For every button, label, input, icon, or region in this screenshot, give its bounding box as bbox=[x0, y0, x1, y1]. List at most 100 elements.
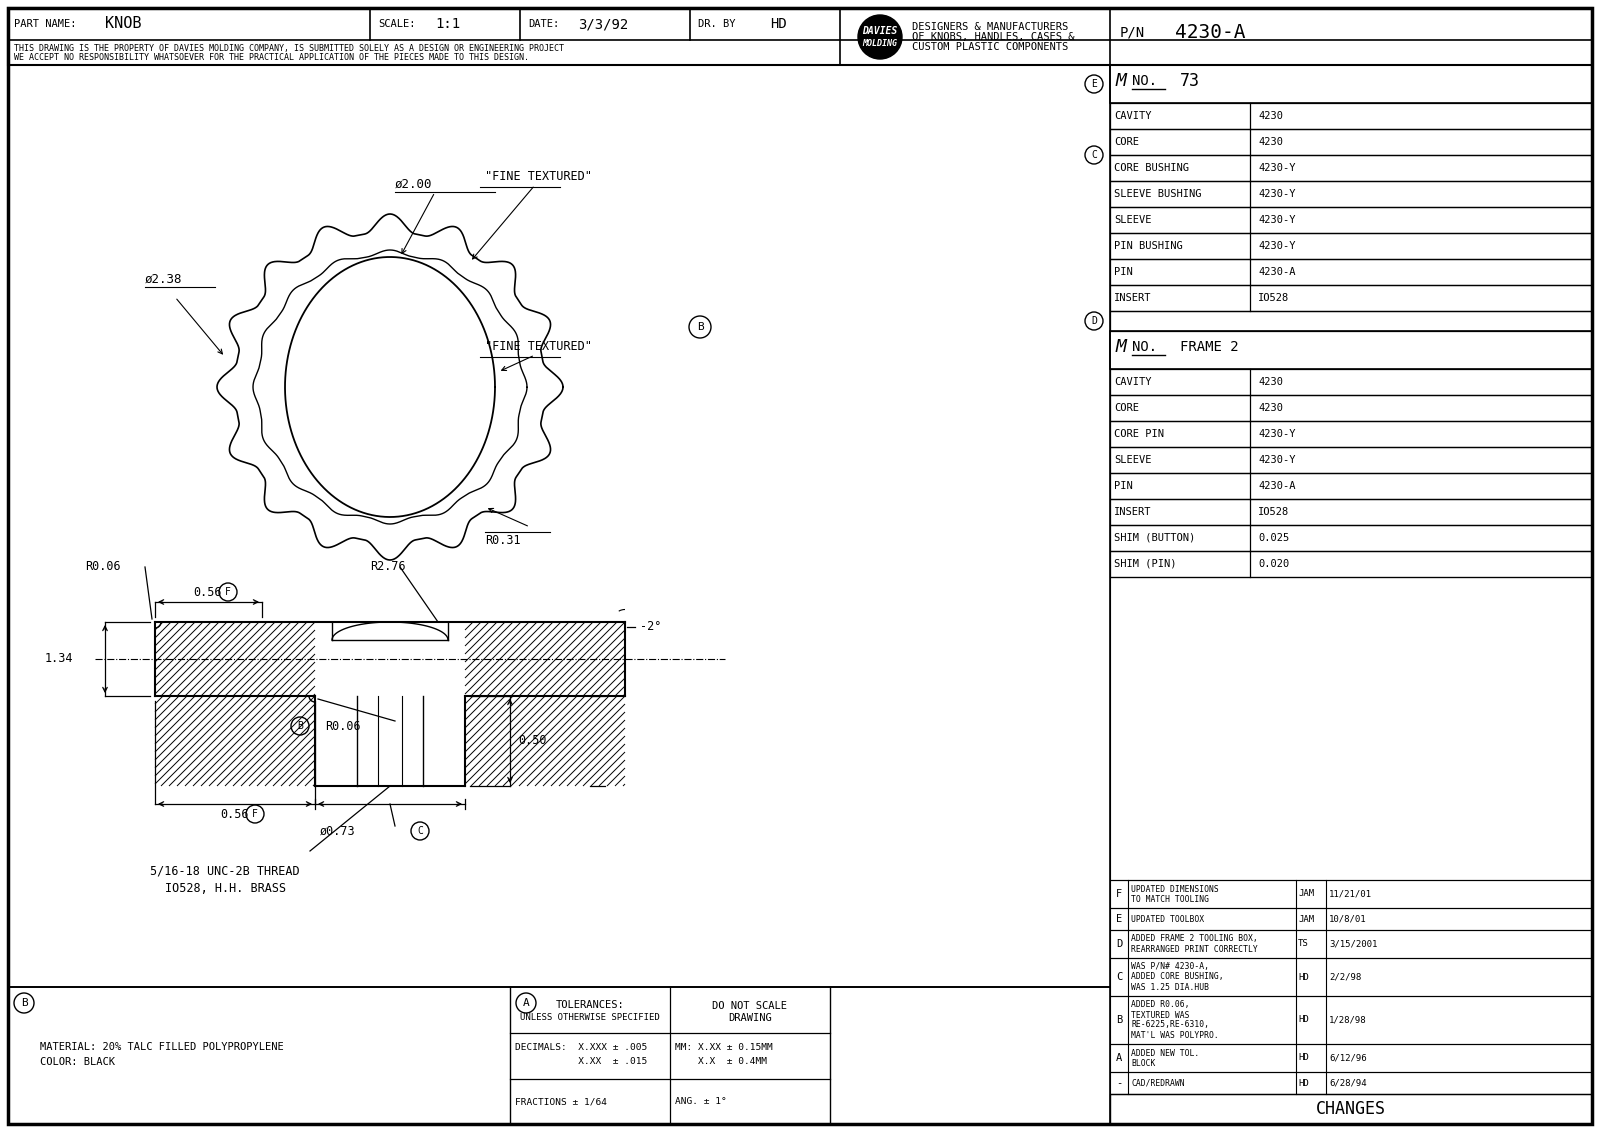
Text: CHANGES: CHANGES bbox=[1315, 1100, 1386, 1118]
Text: 4230: 4230 bbox=[1258, 137, 1283, 147]
Text: INSERT: INSERT bbox=[1114, 507, 1152, 517]
Text: DRAWING: DRAWING bbox=[728, 1013, 771, 1023]
Text: 3/3/92: 3/3/92 bbox=[578, 17, 629, 31]
Bar bbox=[1110, 421, 1592, 447]
Text: 73: 73 bbox=[1181, 72, 1200, 91]
Text: R0.06: R0.06 bbox=[85, 560, 120, 574]
Text: -: - bbox=[1115, 1078, 1122, 1088]
Bar bbox=[1110, 207, 1592, 233]
Text: SCALE:: SCALE: bbox=[378, 19, 416, 29]
Text: BLOCK: BLOCK bbox=[1131, 1058, 1155, 1067]
Text: HD: HD bbox=[770, 17, 787, 31]
Text: SHIM (BUTTON): SHIM (BUTTON) bbox=[1114, 533, 1195, 543]
Bar bbox=[1110, 65, 1592, 103]
Text: UPDATED DIMENSIONS: UPDATED DIMENSIONS bbox=[1131, 884, 1219, 893]
Text: CORE: CORE bbox=[1114, 403, 1139, 413]
Text: 4230-Y: 4230-Y bbox=[1258, 429, 1296, 439]
Bar bbox=[1110, 958, 1592, 996]
Text: R0.06: R0.06 bbox=[325, 720, 360, 732]
Text: X.X  ± 0.4MM: X.X ± 0.4MM bbox=[675, 1057, 766, 1066]
Text: FRAME 2: FRAME 2 bbox=[1181, 340, 1238, 354]
Text: ø2.00: ø2.00 bbox=[395, 178, 432, 190]
Bar bbox=[1110, 931, 1592, 958]
Text: CUSTOM PLASTIC COMPONENTS: CUSTOM PLASTIC COMPONENTS bbox=[912, 42, 1069, 52]
Text: 11/21/01: 11/21/01 bbox=[1330, 890, 1373, 899]
Text: 1.34: 1.34 bbox=[45, 652, 74, 666]
Text: R0.31: R0.31 bbox=[485, 533, 520, 547]
Text: DAVIES: DAVIES bbox=[862, 26, 898, 36]
Text: WE ACCEPT NO RESPONSIBILITY WHATSOEVER FOR THE PRACTICAL APPLICATION OF THE PIEC: WE ACCEPT NO RESPONSIBILITY WHATSOEVER F… bbox=[14, 53, 530, 62]
Text: CORE PIN: CORE PIN bbox=[1114, 429, 1165, 439]
Bar bbox=[8, 65, 1110, 987]
Bar bbox=[1110, 1072, 1592, 1094]
Text: "FINE TEXTURED": "FINE TEXTURED" bbox=[485, 341, 592, 353]
Circle shape bbox=[858, 15, 902, 59]
Text: INSERT: INSERT bbox=[1114, 293, 1152, 303]
Bar bbox=[1110, 103, 1592, 129]
Bar bbox=[8, 987, 1110, 1124]
Text: DATE:: DATE: bbox=[528, 19, 560, 29]
Bar bbox=[1110, 233, 1592, 259]
Text: D: D bbox=[1091, 316, 1098, 326]
Text: PART NAME:: PART NAME: bbox=[14, 19, 77, 29]
Bar bbox=[1110, 577, 1592, 880]
Text: 6/12/96: 6/12/96 bbox=[1330, 1054, 1366, 1063]
Text: R2.76: R2.76 bbox=[370, 560, 406, 574]
Text: IO528, H.H. BRASS: IO528, H.H. BRASS bbox=[165, 883, 286, 895]
Text: 4230-Y: 4230-Y bbox=[1258, 215, 1296, 225]
Text: ø0.73: ø0.73 bbox=[320, 824, 355, 838]
Text: WAS P/N# 4230-A,: WAS P/N# 4230-A, bbox=[1131, 962, 1210, 971]
Text: ø2.38: ø2.38 bbox=[146, 273, 182, 285]
Text: TO MATCH TOOLING: TO MATCH TOOLING bbox=[1131, 894, 1210, 903]
Text: DECIMALS:  X.XXX ± .005: DECIMALS: X.XXX ± .005 bbox=[515, 1044, 648, 1053]
Text: 0.56: 0.56 bbox=[221, 807, 248, 821]
Text: 3/15/2001: 3/15/2001 bbox=[1330, 940, 1378, 949]
Text: HD: HD bbox=[1298, 1079, 1309, 1088]
Text: IO528: IO528 bbox=[1258, 293, 1290, 303]
Text: CORE BUSHING: CORE BUSHING bbox=[1114, 163, 1189, 173]
Bar bbox=[1110, 181, 1592, 207]
Text: M: M bbox=[1117, 72, 1126, 91]
Text: 4230: 4230 bbox=[1258, 403, 1283, 413]
Bar bbox=[1110, 447, 1592, 473]
Text: MM: X.XX ± 0.15MM: MM: X.XX ± 0.15MM bbox=[675, 1044, 773, 1053]
Text: B: B bbox=[696, 321, 704, 332]
Text: HD: HD bbox=[1298, 1015, 1309, 1024]
Text: F: F bbox=[226, 588, 230, 597]
Text: X.XX  ± .015: X.XX ± .015 bbox=[515, 1057, 648, 1066]
Text: ADDED CORE BUSHING,: ADDED CORE BUSHING, bbox=[1131, 972, 1224, 981]
Text: 4230: 4230 bbox=[1258, 377, 1283, 387]
Bar bbox=[1110, 499, 1592, 525]
Text: PIN: PIN bbox=[1114, 481, 1133, 491]
Text: ADDED FRAME 2 TOOLING BOX,: ADDED FRAME 2 TOOLING BOX, bbox=[1131, 935, 1258, 943]
Text: TOLERANCES:: TOLERANCES: bbox=[555, 1000, 624, 1010]
Text: A: A bbox=[523, 998, 530, 1007]
Text: HD: HD bbox=[1298, 1054, 1309, 1063]
Bar bbox=[1110, 1044, 1592, 1072]
Text: SLEEVE: SLEEVE bbox=[1114, 455, 1152, 465]
Bar bbox=[1110, 473, 1592, 499]
Text: REARRANGED PRINT CORRECTLY: REARRANGED PRINT CORRECTLY bbox=[1131, 944, 1258, 953]
Text: FRACTIONS ± 1/64: FRACTIONS ± 1/64 bbox=[515, 1098, 606, 1106]
Text: 4230: 4230 bbox=[1258, 111, 1283, 121]
Bar bbox=[1110, 996, 1592, 1044]
Text: F: F bbox=[1115, 889, 1122, 899]
Bar bbox=[1110, 311, 1592, 331]
Text: 2/2/98: 2/2/98 bbox=[1330, 972, 1362, 981]
Text: CAVITY: CAVITY bbox=[1114, 111, 1152, 121]
Text: JAM: JAM bbox=[1298, 890, 1314, 899]
Text: RE-6225,RE-6310,: RE-6225,RE-6310, bbox=[1131, 1021, 1210, 1029]
Text: 0.56: 0.56 bbox=[194, 585, 221, 599]
Text: SHIM (PIN): SHIM (PIN) bbox=[1114, 559, 1176, 569]
Text: UNLESS OTHERWISE SPECIFIED: UNLESS OTHERWISE SPECIFIED bbox=[520, 1012, 659, 1021]
Text: DO NOT SCALE: DO NOT SCALE bbox=[712, 1001, 787, 1011]
Text: CAD/REDRAWN: CAD/REDRAWN bbox=[1131, 1079, 1184, 1088]
Text: TS: TS bbox=[1298, 940, 1309, 949]
Text: 1:1: 1:1 bbox=[435, 17, 461, 31]
Text: 0.50: 0.50 bbox=[518, 735, 547, 747]
Text: PIN BUSHING: PIN BUSHING bbox=[1114, 241, 1182, 251]
Text: THIS DRAWING IS THE PROPERTY OF DAVIES MOLDING COMPANY, IS SUBMITTED SOLELY AS A: THIS DRAWING IS THE PROPERTY OF DAVIES M… bbox=[14, 43, 563, 52]
Text: NO.: NO. bbox=[1133, 74, 1157, 88]
Text: ANG. ± 1°: ANG. ± 1° bbox=[675, 1098, 726, 1106]
Bar bbox=[8, 8, 1592, 65]
